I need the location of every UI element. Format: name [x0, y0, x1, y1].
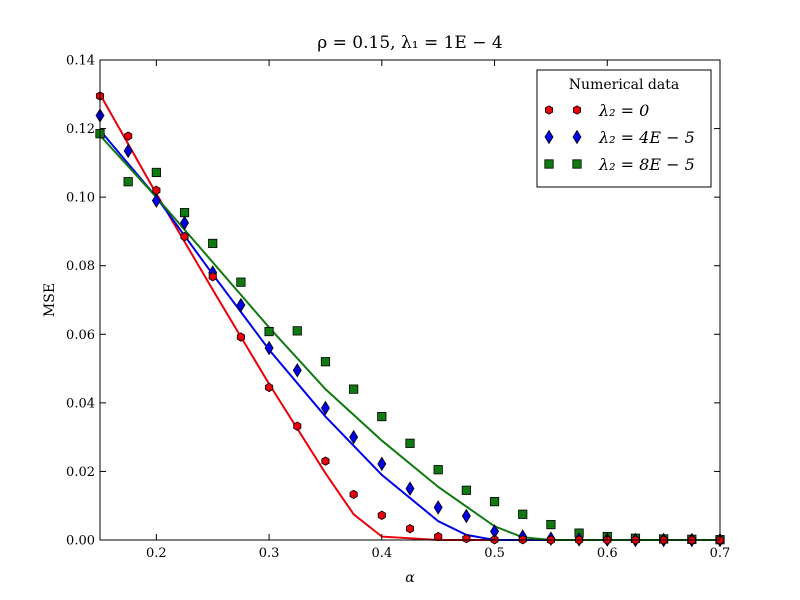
series-2-point — [208, 238, 218, 249]
legend-box — [536, 69, 712, 188]
series-1-point — [461, 508, 471, 524]
series-1-point — [123, 143, 133, 159]
series-2-point — [405, 438, 415, 448]
series-0-point — [208, 272, 217, 282]
series-1-point — [349, 429, 359, 445]
x-tick-label: 0.5 — [484, 546, 505, 561]
series-1-point — [405, 481, 415, 496]
series-2-point — [433, 465, 443, 475]
y-tick-label: 0.06 — [66, 328, 95, 343]
series-0-point — [152, 185, 161, 195]
series-1-point — [151, 193, 161, 208]
series-0-point — [434, 531, 443, 542]
series-1-point — [377, 456, 387, 472]
series-2-point — [151, 167, 161, 178]
series-1-point — [236, 297, 246, 313]
series-2-point — [518, 509, 528, 519]
legend-marker — [572, 129, 582, 145]
y-tick-label: 0.10 — [66, 191, 95, 206]
series-0-point — [180, 231, 189, 242]
y-tick-label: 0.14 — [66, 54, 95, 69]
series-2-point — [546, 519, 556, 530]
x-axis-label: α — [405, 570, 415, 586]
legend-item-2: λ₂ = 8E − 5 — [544, 155, 695, 174]
legend-marker — [572, 159, 582, 169]
legend-title: Numerical data — [569, 77, 679, 93]
series-1-point — [320, 400, 330, 416]
x-tick-label: 0.4 — [371, 546, 392, 561]
y-tick-label: 0.02 — [66, 465, 95, 480]
series-1-point — [264, 340, 274, 356]
series-0-point — [236, 332, 245, 342]
series-2-curve — [99, 134, 720, 541]
y-tick-label: 0.04 — [66, 396, 95, 411]
series-1-point — [180, 215, 190, 231]
y-tick-label: 0.12 — [66, 122, 95, 137]
series-2-point — [461, 485, 471, 495]
series-0-point — [377, 510, 386, 520]
legend-marker — [544, 159, 554, 169]
legend-item-1: λ₂ = 4E − 5 — [544, 128, 695, 147]
legend: Numerical data λ₂ = 0 λ₂ = 4E − 5 λ₂ = 8E −… — [536, 69, 712, 188]
series-0-point — [405, 524, 415, 534]
chart-title: ρ = 0.15, λ₁ = 1E − 4 — [317, 33, 502, 53]
series-2-point — [320, 357, 331, 367]
series-0-point — [124, 131, 133, 141]
legend-marker — [544, 129, 554, 145]
series-2-point — [292, 326, 302, 336]
series-0-point — [265, 382, 274, 393]
series-2-point — [489, 496, 500, 507]
legend-marker — [544, 105, 554, 115]
series-1-curve — [99, 129, 720, 541]
series-1-point — [292, 363, 302, 378]
series-0-point — [462, 533, 471, 544]
y-tick-label: 0.00 — [66, 534, 95, 549]
legend-item-0: λ₂ = 0 — [544, 101, 649, 120]
plot-frame — [99, 59, 721, 541]
series-0-point — [293, 421, 302, 431]
y-tick-label: 0.08 — [66, 259, 95, 274]
legend-label: λ₂ = 8E − 5 — [598, 155, 695, 174]
x-tick-label: 0.3 — [259, 546, 280, 561]
x-tick-label: 0.7 — [710, 546, 731, 561]
series-1-point — [433, 500, 443, 515]
legend-marker — [572, 105, 582, 115]
x-tick-label: 0.2 — [146, 546, 167, 561]
legend-label: λ₂ = 4E − 5 — [598, 128, 695, 147]
y-axis-label: MSE — [42, 283, 58, 317]
series-2-point — [264, 326, 274, 337]
series-2-point — [236, 277, 246, 287]
series-2-point — [179, 207, 190, 218]
series-2-point — [349, 384, 359, 394]
x-tick-label: 0.6 — [597, 546, 618, 561]
series-0-point — [349, 489, 358, 500]
series-2-point — [123, 177, 133, 187]
series-0-point — [321, 456, 330, 466]
legend-label: λ₂ = 0 — [598, 101, 649, 120]
data-points — [95, 91, 725, 547]
series-2-point — [377, 411, 387, 422]
axis-ticks: 0.2 0.3 0.4 0.5 0.6 0.7 0.00 0.02 0.04 0.06 0.08 0.… — [66, 54, 730, 562]
series-0-points — [95, 91, 725, 545]
